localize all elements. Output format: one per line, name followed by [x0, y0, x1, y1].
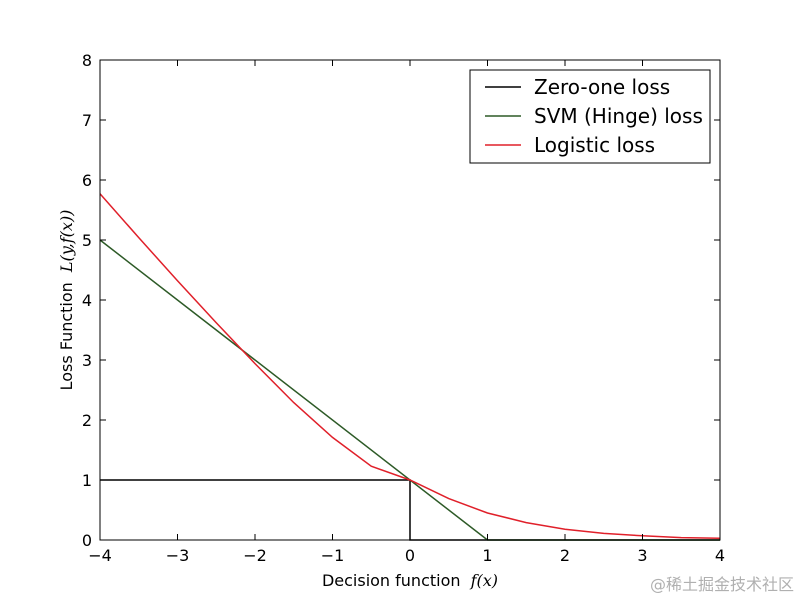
x-axis-title-text: Decision function [322, 571, 461, 590]
legend-label-logistic-loss: Logistic loss [534, 133, 655, 157]
y-tick-label: 2 [82, 411, 92, 430]
x-tick-label: −3 [166, 546, 190, 565]
y-axis-title-text: Loss Function [57, 282, 76, 390]
x-tick-label: −4 [88, 546, 112, 565]
x-tick-label: −2 [243, 546, 267, 565]
y-tick-label: 7 [82, 111, 92, 130]
y-tick-label: 3 [82, 351, 92, 370]
x-tick-label: 4 [715, 546, 725, 565]
y-tick-label: 1 [82, 471, 92, 490]
series-line-logistic-loss [99, 193, 721, 539]
x-tick-label: 1 [482, 546, 492, 565]
legend: Zero-one loss SVM (Hinge) loss Logistic lo… [469, 69, 711, 164]
plot-lines [99, 193, 721, 541]
y-tick-label: 0 [82, 531, 92, 550]
y-axis-title-math: L(y,f(x)) [57, 210, 76, 274]
ticks: −4 −3 −2 −1 0 1 2 3 4 0 1 2 3 4 5 6 7 8 [82, 51, 725, 565]
series-line-zero-one-loss [100, 479, 720, 541]
x-tick-label: 0 [405, 546, 415, 565]
x-tick-label: 3 [637, 546, 647, 565]
y-axis-title: Loss Function L(y,f(x)) [57, 210, 76, 391]
x-tick-label: 2 [560, 546, 570, 565]
y-tick-label: 8 [82, 51, 92, 70]
y-tick-label: 5 [82, 231, 92, 250]
x-axis-title-math: f(x) [470, 571, 498, 590]
watermark: @稀土掘金技术社区 [650, 575, 794, 594]
x-axis-title: Decision function f(x) [322, 571, 498, 590]
x-tick-label: −1 [321, 546, 345, 565]
y-tick-label: 4 [82, 291, 92, 310]
legend-label-svm-hinge-loss: SVM (Hinge) loss [534, 104, 703, 128]
y-tick-label: 6 [82, 171, 92, 190]
legend-label-zero-one-loss: Zero-one loss [534, 75, 670, 99]
